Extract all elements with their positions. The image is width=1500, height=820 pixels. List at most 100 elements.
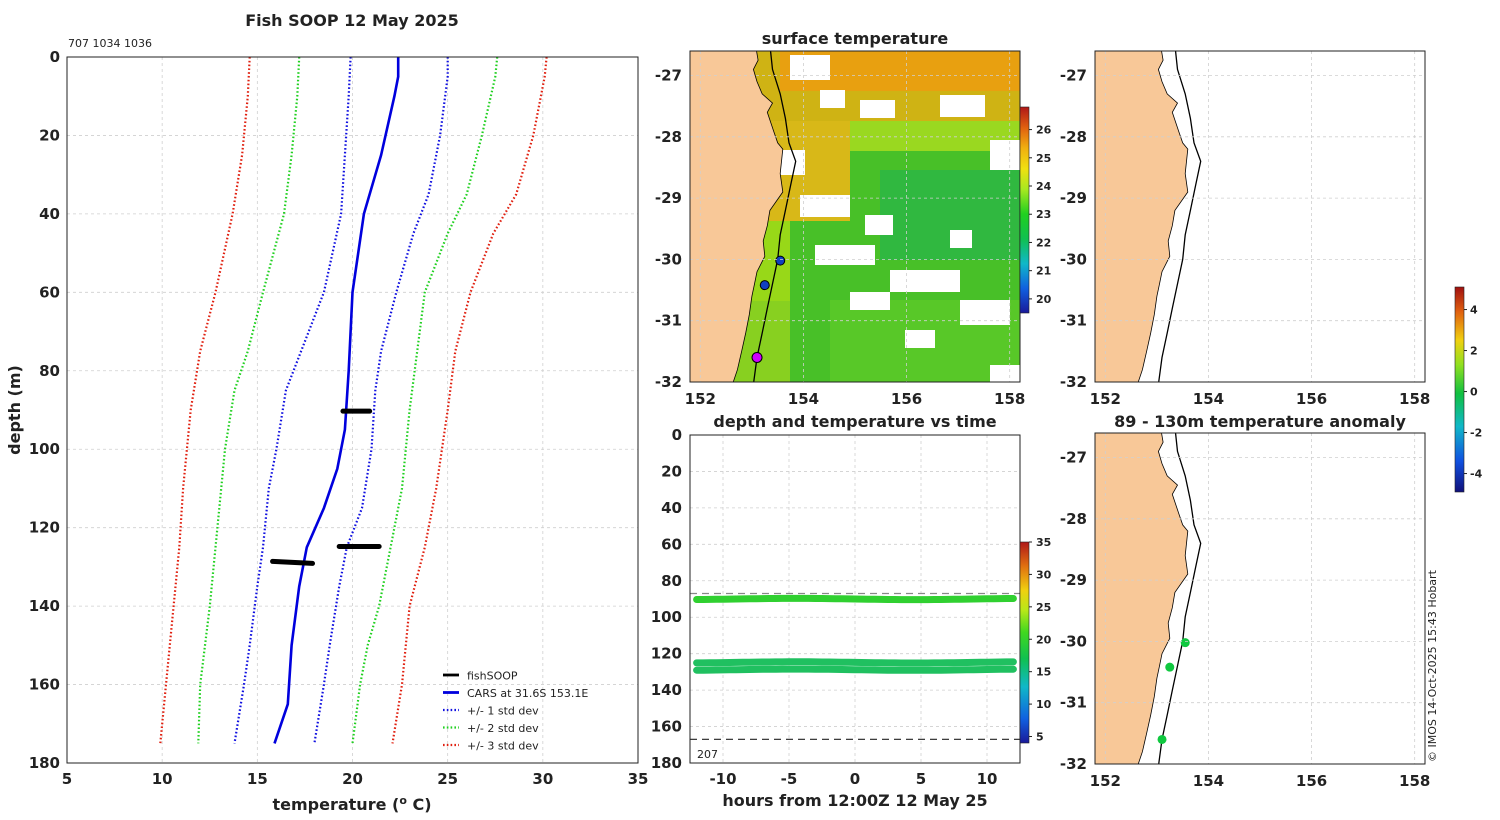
anomaly-xtick: 152 bbox=[1090, 772, 1121, 790]
timeseries-colorbar-tick: 35 bbox=[1036, 536, 1051, 549]
anomaly-colorbar-tick: 4 bbox=[1470, 304, 1478, 317]
timeseries-xlabel: hours from 12:00Z 12 May 25 bbox=[722, 791, 987, 810]
anomaly-ytick: -31 bbox=[1060, 694, 1087, 712]
profile-panel: Fish SOOP 12 May 2025 707 1034 1036 5 10 1… bbox=[5, 11, 648, 814]
fish-measurement bbox=[270, 558, 316, 566]
profile-line--2-std bbox=[351, 56, 499, 744]
timeseries-xtick: 0 bbox=[850, 770, 860, 788]
timeseries-ytick: 40 bbox=[661, 499, 682, 517]
timeseries-ytick: 100 bbox=[651, 608, 682, 626]
profile-line--3-std bbox=[159, 56, 251, 744]
anomaly-colorbar-tick: 0 bbox=[1470, 386, 1478, 399]
profile-ytick: 160 bbox=[29, 676, 60, 694]
sst-land bbox=[690, 51, 784, 382]
map-land bbox=[1095, 51, 1189, 382]
timeseries-annotation: 207 bbox=[697, 748, 718, 761]
timeseries-ytick: 180 bbox=[651, 754, 682, 772]
map-xtick: 152 bbox=[1090, 390, 1121, 408]
anomaly-xtick: 154 bbox=[1193, 772, 1224, 790]
legend-label: +/- 3 std dev bbox=[467, 740, 539, 753]
timeseries-colorbar-tick: 30 bbox=[1036, 568, 1052, 581]
credit-text: © IMOS 14-Oct-2025 15:43 Hobart bbox=[1426, 569, 1439, 762]
anomaly-ytick: -27 bbox=[1060, 449, 1087, 467]
timeseries-colorbar-tick: 20 bbox=[1036, 633, 1052, 646]
sst-colorbar-tick: 20 bbox=[1036, 293, 1052, 306]
map-track-panel: 152 154 156 158 -27 -28 -29 -30 -31 -32 bbox=[1060, 50, 1430, 408]
profile-xtick: 15 bbox=[247, 770, 268, 788]
anomaly-xtick: 158 bbox=[1399, 772, 1430, 790]
map-ytick: -31 bbox=[1060, 312, 1087, 330]
sst-ytick: -32 bbox=[655, 373, 682, 391]
sst-ytick: -30 bbox=[655, 250, 682, 268]
timeseries-xtick: -5 bbox=[781, 770, 798, 788]
map-ytick: -30 bbox=[1060, 250, 1087, 268]
profile-ytick: 40 bbox=[39, 205, 60, 223]
timeseries-ytick: 140 bbox=[651, 681, 682, 699]
legend-label: +/- 2 std dev bbox=[467, 722, 539, 735]
profile-ytick: 180 bbox=[29, 754, 60, 772]
timeseries-ytick: 160 bbox=[651, 718, 682, 736]
profile-title: Fish SOOP 12 May 2025 bbox=[245, 11, 459, 30]
sst-xtick: 158 bbox=[994, 390, 1025, 408]
map-xtick: 154 bbox=[1193, 390, 1224, 408]
profile-line--1-std bbox=[233, 56, 352, 744]
anomaly-axes-frame bbox=[1094, 432, 1426, 765]
anomaly-xtick: 156 bbox=[1296, 772, 1327, 790]
profile-legend: fishSOOP CARS at 31.6S 153.1E +/- 1 std de… bbox=[443, 670, 588, 753]
timeseries-ytick: 20 bbox=[661, 462, 682, 480]
timeseries-panel: depth and temperature vs time -10 -5 0 5 100… bbox=[651, 412, 1052, 810]
sst-title: surface temperature bbox=[762, 29, 949, 48]
sst-xtick: 156 bbox=[891, 390, 922, 408]
sst-colorbar-tick: 22 bbox=[1036, 236, 1051, 249]
map-ytick: -27 bbox=[1060, 67, 1087, 85]
sst-colorbar-tick: 26 bbox=[1036, 124, 1052, 137]
profile-line--3-std bbox=[391, 56, 548, 744]
profile-axes-frame bbox=[66, 56, 639, 764]
profile-ytick: 140 bbox=[29, 597, 60, 615]
sst-station-marker bbox=[751, 351, 763, 363]
timeseries-ytick: 80 bbox=[661, 572, 682, 590]
sst-ytick: -27 bbox=[655, 67, 682, 85]
profile-line--2-std bbox=[197, 56, 301, 744]
timeseries-colorbar bbox=[1019, 541, 1030, 744]
profile-xlabel: temperature (o C) bbox=[272, 794, 431, 815]
anomaly-colorbar-tick: 2 bbox=[1470, 345, 1478, 358]
timeseries-trace bbox=[693, 594, 1017, 604]
map-ytick: -29 bbox=[1060, 189, 1087, 207]
timeseries-trace bbox=[693, 665, 1017, 674]
sst-xtick: 154 bbox=[788, 390, 819, 408]
profile-xtick: 20 bbox=[342, 770, 363, 788]
timeseries-colorbar-tick: 15 bbox=[1036, 666, 1051, 679]
timeseries-colorbar-tick: 5 bbox=[1036, 731, 1044, 744]
map-ship-track bbox=[1158, 51, 1202, 382]
anomaly-ytick: -29 bbox=[1060, 571, 1087, 589]
sst-ytick: -28 bbox=[655, 128, 682, 146]
timeseries-ytick: 120 bbox=[651, 645, 682, 663]
anomaly-ytick: -28 bbox=[1060, 510, 1087, 528]
profile-xtick: 10 bbox=[152, 770, 173, 788]
profile-ytick: 60 bbox=[39, 283, 60, 301]
legend-label: CARS at 31.6S 153.1E bbox=[467, 687, 588, 700]
profile-ytick: 0 bbox=[50, 48, 60, 66]
profile-ytick: 120 bbox=[29, 519, 60, 537]
sst-colorbar-tick: 25 bbox=[1036, 152, 1051, 165]
map-xtick: 156 bbox=[1296, 390, 1327, 408]
map-ytick: -32 bbox=[1060, 373, 1087, 391]
anomaly-title: 89 - 130m temperature anomaly bbox=[1114, 412, 1406, 431]
profile-line-cars-at-31-6s-153-1e bbox=[273, 57, 400, 744]
sst-colorbar-tick: 23 bbox=[1036, 208, 1051, 221]
profile-ytick: 100 bbox=[29, 440, 60, 458]
sst-map bbox=[690, 51, 1020, 382]
anomaly-colorbar bbox=[1454, 286, 1465, 493]
sst-colorbar bbox=[1019, 106, 1030, 314]
anomaly-ytick: -30 bbox=[1060, 632, 1087, 650]
sst-ytick: -29 bbox=[655, 189, 682, 207]
timeseries-title: depth and temperature vs time bbox=[713, 412, 996, 431]
anomaly-ytick: -32 bbox=[1060, 755, 1087, 773]
anomaly-ship-track bbox=[1158, 433, 1202, 764]
timeseries-ytick: 0 bbox=[672, 426, 682, 444]
timeseries-xtick: 10 bbox=[977, 770, 998, 788]
sst-ship-track bbox=[753, 51, 797, 382]
timeseries-xtick: 5 bbox=[916, 770, 926, 788]
